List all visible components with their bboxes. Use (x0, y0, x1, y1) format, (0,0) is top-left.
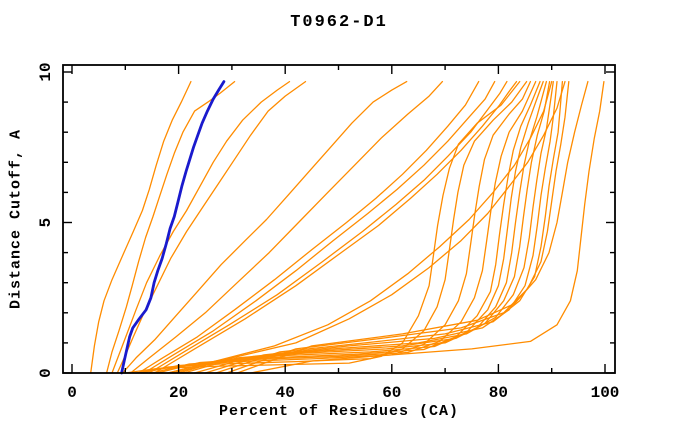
curve-blue-highlight (120, 80, 226, 375)
curve-orange-22 (215, 80, 564, 374)
curve-orange-09 (153, 80, 518, 374)
chart-title: T0962-D1 (290, 13, 388, 32)
x-tick-label: 80 (489, 384, 508, 402)
curve-orange-25 (249, 80, 605, 374)
x-axis-title: Percent of Residues (CA) (218, 403, 460, 420)
curve-orange-04 (121, 80, 408, 374)
curve-orange-23 (225, 80, 570, 374)
curve-orange-02 (111, 80, 291, 374)
curve-orange-15 (151, 80, 537, 374)
curve-orange-01 (90, 80, 192, 374)
curve-orange-20 (193, 80, 554, 374)
x-tick-label: 0 (67, 384, 77, 402)
curve-orange-21 (204, 80, 558, 374)
curve-orange-18 (172, 80, 548, 374)
x-tick-label: 40 (276, 384, 295, 402)
curve-orange-03 (116, 80, 307, 374)
curve-orange-05 (129, 80, 444, 374)
curve-orange-11 (167, 80, 553, 374)
curve-orange-24 (236, 80, 589, 374)
curve-orange-12 (124, 80, 521, 374)
curve-orange-17 (167, 80, 544, 374)
curve-orange-14 (140, 80, 532, 374)
curve-orange-08 (148, 80, 508, 374)
y-tick-label: 10 (37, 62, 55, 81)
y-tick-label: 0 (37, 368, 55, 378)
curve-orange-06 (137, 80, 480, 374)
curve-orange-07 (143, 80, 496, 374)
curve-orange-16 (156, 80, 541, 374)
curve-orange-10 (177, 80, 566, 374)
x-tick-label: 60 (382, 384, 401, 402)
curve-orange-13 (135, 80, 528, 374)
x-tick-label: 20 (169, 384, 188, 402)
curve-orange-26 (105, 80, 236, 374)
y-tick-label: 5 (37, 218, 55, 228)
curve-orange-19 (183, 80, 551, 374)
x-tick-label: 100 (591, 384, 620, 402)
